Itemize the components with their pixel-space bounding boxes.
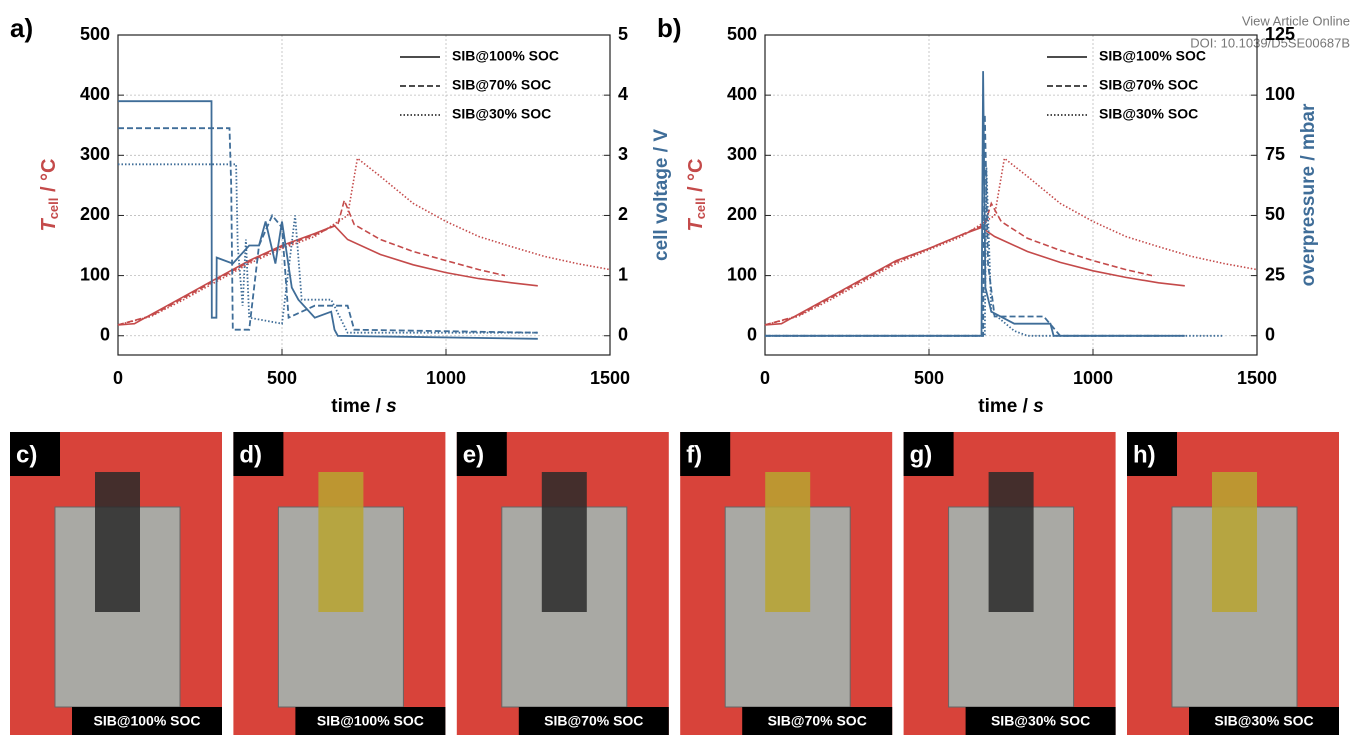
caption-box [965,707,1116,735]
y-tick-label: 400 [727,84,757,104]
photo-panel: e) SIB@70% SOC [456,432,669,735]
y2-tick-label: 0 [618,325,628,345]
photo-panel: d) SIB@100% SOC [233,432,446,735]
caption-box [72,707,222,735]
photo-panel: h) SIB@30% SOC [1127,432,1339,735]
doi: DOI: 10.1039/D5SE00687B [1190,35,1350,50]
series-line [764,156,1258,326]
legend-label: SIB@100% SOC [1099,48,1206,64]
x-tick-label: 500 [914,368,944,388]
plot-frame [117,34,611,356]
photo-label: h) [1133,441,1156,468]
series-line [765,167,1225,337]
y2-tick-label: 4 [618,84,628,104]
y-axis-label: Tcell / °C [38,158,61,231]
x-tick-label: 500 [267,368,297,388]
x-tick-label: 1000 [1073,368,1113,388]
y-tick-label: 0 [100,325,110,345]
panel-label: a) [10,13,33,43]
photo-label: d) [239,441,262,468]
legend-label: SIB@100% SOC [452,48,559,64]
photo-caption: SIB@70% SOC [544,713,643,729]
x-tick-label: 1000 [426,368,466,388]
photo-cell [1212,472,1257,612]
photo-label-box [10,432,60,476]
x-axis-label: time / s [331,396,396,417]
y-tick-label: 100 [80,264,110,284]
y2-tick-label: 125 [1265,24,1295,44]
plot-frame [764,34,1258,356]
photo-label: c) [16,441,37,468]
photo-label-box [680,432,731,476]
series-line [117,156,611,326]
x-axis-label: time / s [978,396,1043,417]
y-tick-label: 400 [80,84,110,104]
x-tick-label: 1500 [1237,368,1277,388]
x-tick-label: 0 [760,368,770,388]
y2-tick-label: 100 [1265,84,1295,104]
photo-cell [765,472,811,612]
y-tick-label: 300 [80,144,110,164]
caption-box [295,707,446,735]
legend-label: SIB@30% SOC [452,106,551,122]
photo-cell [95,472,140,612]
series-line [118,127,538,334]
photo-panel: f) SIB@70% SOC [680,432,893,735]
photo-label-box [1127,432,1177,476]
photo-label-box [456,432,507,476]
photo-label: e) [463,441,484,468]
caption-box [518,707,669,735]
legend-label: SIB@70% SOC [452,77,551,93]
photo-panel: g) SIB@30% SOC [903,432,1116,735]
photo-label: g) [910,441,933,468]
caption-box [742,707,893,735]
series-line [118,163,538,334]
y-tick-label: 200 [80,204,110,224]
series-line [117,197,506,326]
photo-caption: SIB@100% SOC [317,713,424,729]
y2-axis-label: cell voltage / V [651,129,672,261]
series-line [764,226,1185,326]
panel-label: b) [657,13,682,43]
caption-box [1189,707,1339,735]
x-tick-label: 1500 [590,368,630,388]
photo-caption: SIB@30% SOC [991,713,1090,729]
y2-tick-label: 1 [618,264,628,284]
y2-tick-label: 5 [618,24,628,44]
y-tick-label: 500 [727,24,757,44]
y2-axis-label: overpressure / mbar [1298,103,1319,286]
photo-label-box [233,432,284,476]
y-tick-label: 200 [727,204,757,224]
photo-caption: SIB@70% SOC [768,713,867,729]
photo-caption: SIB@30% SOC [1214,713,1313,729]
y2-tick-label: 0 [1265,325,1275,345]
y2-tick-label: 3 [618,144,628,164]
photo-cell [988,472,1034,612]
y-tick-label: 300 [727,144,757,164]
y-axis-label: Tcell / °C [685,158,708,231]
y2-tick-label: 75 [1265,144,1285,164]
x-tick-label: 0 [113,368,123,388]
photo-cell [318,472,364,612]
y-tick-label: 500 [80,24,110,44]
photo-label: f) [686,441,702,468]
photo-caption: SIB@100% SOC [93,713,200,729]
series-line [118,100,538,340]
legend-label: SIB@30% SOC [1099,106,1198,122]
y2-tick-label: 2 [618,204,628,224]
y-tick-label: 100 [727,264,757,284]
series-line [764,201,1153,326]
y2-tick-label: 50 [1265,204,1285,224]
photo-cell [541,472,587,612]
photo-label-box [903,432,954,476]
legend-label: SIB@70% SOC [1099,77,1198,93]
article-link[interactable]: View Article Online [1242,13,1350,28]
y-tick-label: 0 [747,325,757,345]
y2-tick-label: 25 [1265,264,1285,284]
photo-panel: c) SIB@100% SOC [10,432,222,735]
